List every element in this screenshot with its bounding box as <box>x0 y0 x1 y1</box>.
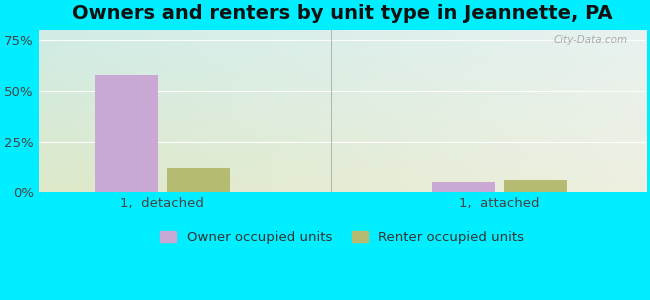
Bar <box>432 182 495 192</box>
Text: City-Data.com: City-Data.com <box>554 35 628 45</box>
Bar <box>167 168 230 192</box>
Bar <box>95 75 158 192</box>
Bar <box>504 180 567 192</box>
Title: Owners and renters by unit type in Jeannette, PA: Owners and renters by unit type in Jeann… <box>72 4 612 23</box>
Legend: Owner occupied units, Renter occupied units: Owner occupied units, Renter occupied un… <box>161 231 524 244</box>
